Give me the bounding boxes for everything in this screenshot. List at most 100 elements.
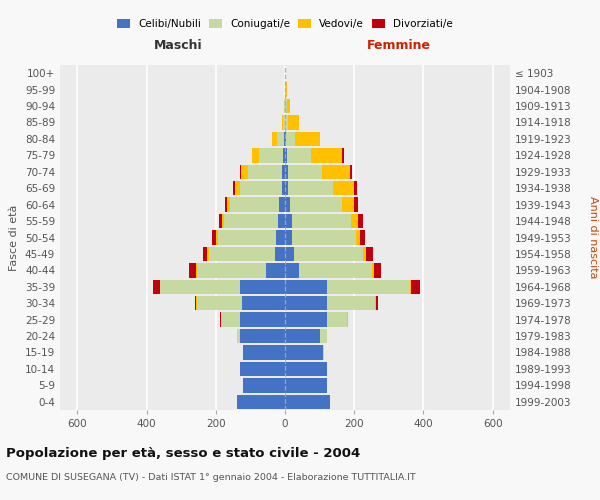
Bar [289,181,334,196]
Bar [285,214,292,228]
Bar [209,246,275,261]
Bar [240,312,285,327]
Bar [153,280,160,294]
Bar [363,246,367,261]
Bar [323,346,324,360]
Bar [277,230,285,244]
Bar [371,263,374,278]
Text: Femmine: Femmine [367,39,431,52]
Bar [194,296,196,310]
Bar [225,198,227,212]
Y-axis label: Fasce di età: Fasce di età [10,204,19,270]
Bar [286,132,295,146]
Bar [356,230,360,244]
Bar [221,312,240,327]
Bar [287,99,290,114]
Bar [284,132,285,146]
Bar [360,230,365,244]
Bar [160,280,240,294]
Bar [230,198,279,212]
Bar [285,164,288,179]
Bar [221,214,224,228]
Y-axis label: Anni di nascita: Anni di nascita [588,196,598,279]
Bar [285,312,326,327]
Bar [342,148,343,162]
Bar [197,296,242,310]
Bar [288,164,322,179]
Bar [252,148,259,162]
Bar [275,246,285,261]
Bar [342,198,354,212]
Bar [293,246,363,261]
Bar [242,296,285,310]
Bar [290,198,342,212]
Bar [322,164,350,179]
Bar [285,230,292,244]
Bar [285,263,299,278]
Bar [233,181,235,196]
Bar [410,280,412,294]
Bar [259,148,283,162]
Text: Popolazione per età, sesso e stato civile - 2004: Popolazione per età, sesso e stato civil… [6,448,360,460]
Bar [374,263,380,278]
Bar [244,346,285,360]
Bar [285,99,287,114]
Bar [285,296,326,310]
Bar [220,312,221,327]
Bar [243,346,244,360]
Legend: Celibi/Nubili, Coniugati/e, Vedovi/e, Divorziati/e: Celibi/Nubili, Coniugati/e, Vedovi/e, Di… [113,15,457,34]
Bar [347,312,349,327]
Bar [285,198,290,212]
Bar [197,263,266,278]
Bar [292,230,356,244]
Bar [285,329,320,344]
Bar [285,246,293,261]
Bar [240,280,285,294]
Bar [219,214,221,228]
Bar [285,378,326,392]
Bar [284,99,285,114]
Bar [350,164,352,179]
Bar [277,132,284,146]
Bar [190,263,196,278]
Bar [283,148,285,162]
Bar [326,296,375,310]
Bar [358,214,363,228]
Bar [295,132,320,146]
Bar [412,280,420,294]
Bar [278,214,285,228]
Bar [281,116,283,130]
Bar [272,132,277,146]
Bar [283,116,285,130]
Bar [299,263,371,278]
Bar [282,164,285,179]
Bar [236,394,285,409]
Bar [375,296,376,310]
Bar [240,181,281,196]
Bar [285,181,289,196]
Text: COMUNE DI SUSEGANA (TV) - Dati ISTAT 1° gennaio 2004 - Elaborazione TUTTITALIA.I: COMUNE DI SUSEGANA (TV) - Dati ISTAT 1° … [6,474,416,482]
Bar [216,230,218,244]
Bar [285,82,286,97]
Bar [326,280,410,294]
Bar [279,198,285,212]
Text: Maschi: Maschi [154,39,202,52]
Bar [203,246,207,261]
Bar [240,164,241,179]
Bar [212,230,216,244]
Bar [240,329,285,344]
Bar [285,280,326,294]
Bar [285,346,323,360]
Bar [320,329,326,344]
Bar [207,246,209,261]
Bar [376,296,379,310]
Bar [311,148,342,162]
Bar [248,164,282,179]
Bar [334,181,354,196]
Bar [292,214,351,228]
Bar [227,198,230,212]
Bar [285,362,326,376]
Bar [354,181,357,196]
Bar [286,82,287,97]
Bar [237,329,240,344]
